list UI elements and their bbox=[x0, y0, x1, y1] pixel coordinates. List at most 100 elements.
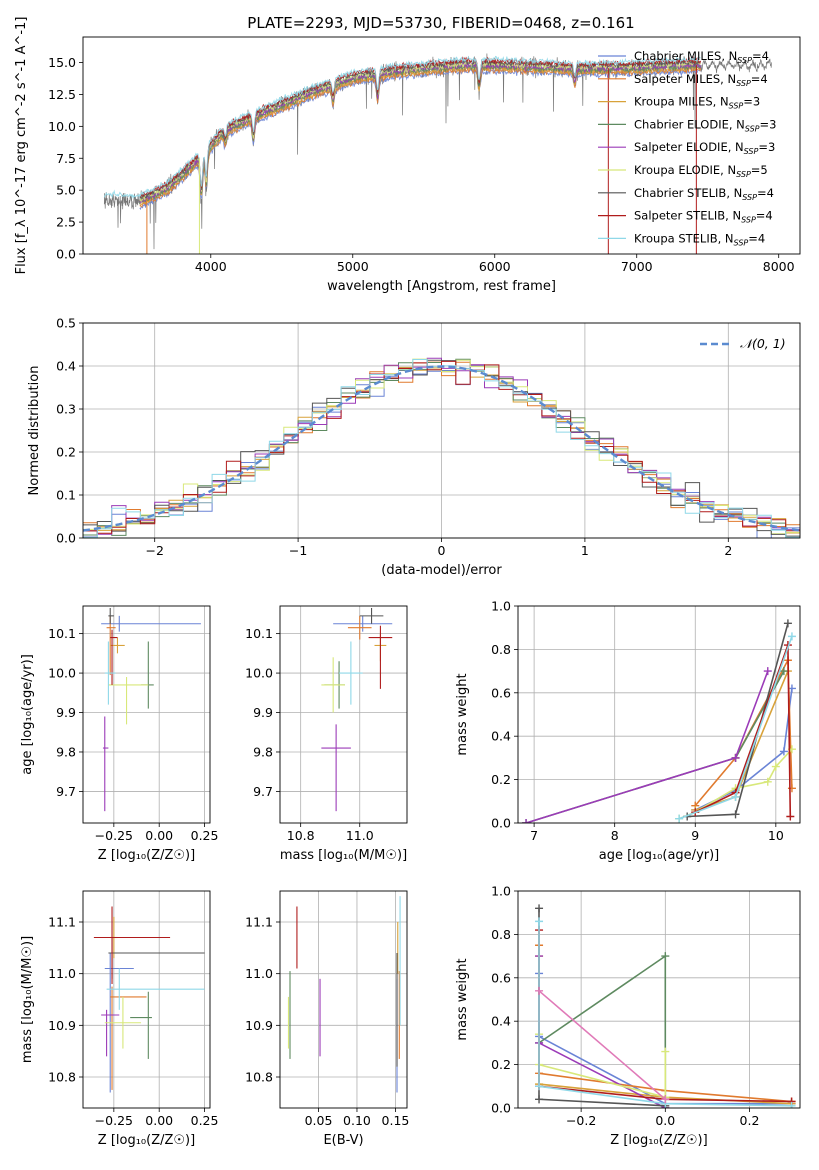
y-tick-label: 0.2 bbox=[56, 445, 76, 460]
plot-area bbox=[522, 619, 796, 823]
errorbar-salpeter_elodie bbox=[321, 724, 351, 812]
series-kroupa_stelib bbox=[675, 632, 796, 823]
axes-weight_vs_Z: −0.2 0.0 0.2 0.0 0.2 0.4 0.6 0.8 1.0 Z [log₁₀(Z/Z… bbox=[455, 884, 801, 1148]
errorbar-kroupa_miles bbox=[110, 637, 125, 654]
axes-frame bbox=[82, 322, 801, 539]
plot-area bbox=[287, 896, 401, 1093]
y-tick-label: 9.7 bbox=[253, 784, 273, 799]
y-axis-label: mass [log₁₀(M/M☉)] bbox=[20, 936, 35, 1063]
axes-frame bbox=[517, 890, 801, 1109]
plot-area bbox=[535, 904, 796, 1108]
errorbar-salpeter_stelib bbox=[93, 906, 171, 984]
legend-label: Kroupa MILES, NSSP=3 bbox=[634, 95, 760, 111]
y-axis-label: mass weight bbox=[455, 673, 470, 755]
errorbar-chabrier_miles bbox=[101, 615, 201, 632]
series-salpeter_elodie bbox=[522, 667, 772, 823]
errorbar-kroupa_stelib bbox=[104, 641, 116, 705]
x-tick-label: 8000 bbox=[763, 259, 795, 274]
x-axis-label: E(B-V) bbox=[323, 1133, 363, 1148]
axes-frame bbox=[279, 890, 408, 1109]
x-tick-label: 9 bbox=[691, 828, 699, 843]
x-tick-label: 4000 bbox=[195, 259, 227, 274]
gridlines bbox=[83, 891, 210, 1108]
x-tick-label: 0.10 bbox=[343, 1113, 371, 1128]
x-axis-label: Z [log₁₀(Z/Z☉)] bbox=[98, 1133, 195, 1148]
series-marker bbox=[779, 667, 788, 676]
y-tick-label: 0.6 bbox=[491, 970, 511, 985]
legend-label: 𝒩(0, 1) bbox=[740, 336, 786, 351]
y-tick-label: 2.5 bbox=[56, 215, 76, 230]
y-tick-label: 15.0 bbox=[48, 55, 76, 70]
y-tick-label: 12.5 bbox=[48, 87, 76, 102]
x-tick-label: 8 bbox=[611, 828, 619, 843]
errorbar-chabrier_stelib bbox=[108, 607, 114, 624]
y-tick-label: 0.8 bbox=[491, 642, 511, 657]
x-tick-label: 6000 bbox=[479, 259, 511, 274]
x-tick-label: 5000 bbox=[337, 259, 369, 274]
legend: 𝒩(0, 1) bbox=[700, 336, 786, 351]
y-tick-label: 9.9 bbox=[253, 705, 273, 720]
axes-mass_vs_Z: −0.25 0.00 0.25 10.8 10.9 11.0 11.1 Z [log₁₀(Z/… bbox=[20, 890, 218, 1148]
y-tick-label: 10.9 bbox=[245, 1018, 273, 1033]
series-line bbox=[694, 644, 792, 817]
series-marker bbox=[779, 747, 788, 756]
series-line bbox=[538, 956, 666, 1108]
x-tick-label: 0 bbox=[438, 543, 446, 558]
errorbar-kroupa_elodie bbox=[108, 677, 149, 725]
series-marker bbox=[535, 1095, 544, 1104]
series-kroupa_stelib bbox=[535, 917, 796, 1108]
errorbar-chabrier_stelib bbox=[108, 937, 205, 979]
y-tick-label: 0.6 bbox=[491, 685, 511, 700]
y-tick-label: 10.0 bbox=[48, 666, 76, 681]
errorbar-kroupa_elodie bbox=[321, 657, 345, 713]
y-axis-label: Normed distribution bbox=[27, 366, 42, 496]
series-line bbox=[694, 657, 793, 807]
legend-label: Salpeter MILES, NSSP=4 bbox=[634, 72, 768, 88]
axes-weight_vs_age: 7 8 9 10 0.0 0.2 0.4 0.6 0.8 1.0 age [log₁₀(age/yr… bbox=[455, 599, 801, 863]
series-line bbox=[538, 954, 667, 1108]
series-marker bbox=[535, 986, 544, 995]
errorbar-salpeter_elodie bbox=[101, 1009, 120, 1057]
axes-age_vs_mass: 10.8 11.0 9.7 9.8 9.9 10.0 10.1 mass [log₁₀(M/M… bbox=[245, 605, 408, 863]
series-marker bbox=[675, 814, 684, 823]
y-tick-label: 0.4 bbox=[491, 729, 511, 744]
series-marker bbox=[771, 762, 780, 771]
legend-label: Salpeter ELODIE, NSSP=3 bbox=[634, 140, 775, 156]
series-marker bbox=[522, 819, 531, 823]
series-marker bbox=[535, 917, 544, 926]
series-line bbox=[538, 921, 792, 1107]
y-tick-label: 0.0 bbox=[56, 531, 76, 546]
plot-area bbox=[103, 53, 772, 254]
y-tick-label: 0.3 bbox=[56, 402, 76, 417]
axes-frame bbox=[82, 890, 211, 1109]
x-axis-label: wavelength [Angstrom, rest frame] bbox=[327, 279, 556, 294]
errorbar-salpeter_stelib bbox=[368, 625, 393, 689]
y-axis-label: mass weight bbox=[455, 958, 470, 1040]
gridlines bbox=[280, 891, 407, 1108]
errorbar-kroupa_stelib bbox=[106, 968, 205, 1010]
y-tick-label: 9.9 bbox=[56, 705, 76, 720]
y-tick-label: 10.0 bbox=[48, 119, 76, 134]
legend-label: Chabrier STELIB, NSSP=4 bbox=[634, 186, 774, 202]
series-marker bbox=[661, 952, 670, 961]
model-line-salpeter_stelib bbox=[139, 55, 702, 198]
errorbar-salpeter_miles bbox=[110, 986, 147, 1090]
x-tick-label: 1 bbox=[581, 543, 589, 558]
x-axis-label: Z [log₁₀(Z/Z☉)] bbox=[98, 848, 195, 863]
x-tick-label: 10.8 bbox=[287, 828, 315, 843]
x-tick-label: 0.15 bbox=[382, 1113, 410, 1128]
axes-spectrum: 4000 5000 6000 7000 8000 0.0 2.5 5.0 7.5 10.0 12.5… bbox=[14, 17, 801, 294]
errorbar-chabrier_elodie bbox=[130, 991, 152, 1059]
legend-label: Kroupa ELODIE, NSSP=5 bbox=[634, 163, 768, 179]
series-salpeter_stelib bbox=[691, 641, 795, 821]
errorbar-chabrier_elodie bbox=[141, 641, 154, 709]
y-tick-label: 11.0 bbox=[245, 966, 273, 981]
normal-curve bbox=[83, 365, 800, 532]
plot-area bbox=[83, 357, 800, 538]
model-line-kroupa_stelib bbox=[103, 55, 701, 200]
series-marker bbox=[731, 810, 740, 819]
axes-frame bbox=[279, 605, 408, 824]
x-tick-label: 11.0 bbox=[346, 828, 374, 843]
histogram-chabrier_stelib bbox=[83, 359, 800, 537]
